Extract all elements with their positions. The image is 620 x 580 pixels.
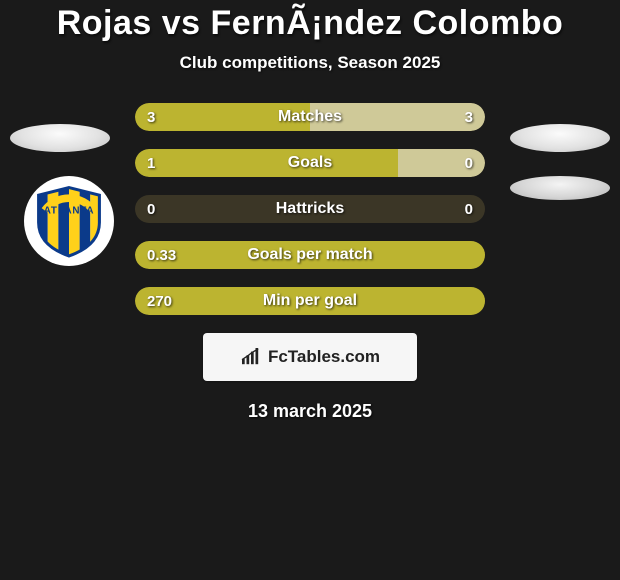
bar-chart-icon bbox=[240, 348, 262, 366]
attribution-text: FcTables.com bbox=[268, 347, 380, 367]
stat-bar-track bbox=[135, 149, 485, 177]
stat-bar-left bbox=[135, 241, 485, 269]
stat-bar-track bbox=[135, 195, 485, 223]
stat-bar-track bbox=[135, 241, 485, 269]
stat-bar-right bbox=[398, 149, 486, 177]
stats-container: Matches33 Goals10 Hattricks00 Goals per mat… bbox=[135, 103, 485, 315]
stat-bar-right bbox=[310, 103, 485, 131]
stat-row: Min per goal270 bbox=[135, 287, 485, 315]
svg-text:ATLANTA: ATLANTA bbox=[44, 205, 94, 216]
subtitle: Club competitions, Season 2025 bbox=[0, 53, 620, 73]
stat-bar-left bbox=[135, 103, 310, 131]
stat-row: Goals10 bbox=[135, 149, 485, 177]
date-label: 13 march 2025 bbox=[0, 401, 620, 422]
stat-bar-track bbox=[135, 103, 485, 131]
player2-puck2-icon bbox=[510, 176, 610, 200]
stat-row: Goals per match0.33 bbox=[135, 241, 485, 269]
stat-bar-left bbox=[135, 287, 485, 315]
crest-icon: ATLANTA bbox=[31, 183, 107, 259]
player2-puck-icon bbox=[510, 124, 610, 152]
stat-row: Hattricks00 bbox=[135, 195, 485, 223]
attribution-badge: FcTables.com bbox=[203, 333, 417, 381]
stat-bar-left bbox=[135, 149, 398, 177]
stat-bar-track bbox=[135, 287, 485, 315]
page-title: Rojas vs FernÃ¡ndez Colombo bbox=[0, 4, 620, 43]
stat-row: Matches33 bbox=[135, 103, 485, 131]
player1-puck-icon bbox=[10, 124, 110, 152]
club-crest: ATLANTA bbox=[24, 176, 114, 266]
